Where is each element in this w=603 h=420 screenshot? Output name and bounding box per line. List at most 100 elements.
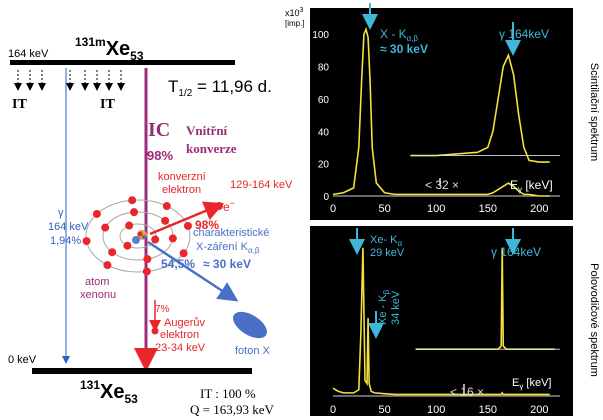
atom-electron [92, 209, 101, 218]
x-tick-label: 50 [378, 203, 390, 215]
semi-side-label: Polovodičové spektrum [588, 263, 600, 377]
y-unit: [imp.] [285, 19, 305, 28]
atom-electron [128, 196, 137, 205]
scint-peak2-label: γ 164keV [499, 27, 549, 41]
photon-label: foton X [235, 345, 271, 357]
y-tick-label: 80 [318, 63, 330, 74]
semi-zoom-label: < 16 × [450, 385, 484, 399]
semi-peak3-label: γ 164keV [491, 245, 541, 259]
atom-electron [179, 249, 188, 258]
scintillation-y-ticks: 0 20 40 60 80 100 [312, 30, 329, 203]
scint-x-label: Eγ [keV] [510, 178, 553, 194]
q-value: Q = 163,93 keV [190, 402, 274, 417]
internal-conversion-line1: Vnitřní [186, 123, 228, 138]
scintillation-x-ticks: 0 50 100 150 200 [330, 203, 549, 215]
ground-level-energy: 0 keV [8, 354, 37, 366]
half-life: T1/2 = 11,96 d. [168, 77, 272, 99]
semi-peak1-line1: Xe- Kα [370, 234, 403, 248]
x-tick-label: 50 [378, 404, 390, 416]
scint-peak1-line2: ≈ 30 keV [380, 42, 428, 56]
atom-electron [125, 221, 134, 230]
atom-electron [103, 261, 112, 270]
y-tick-label: 60 [318, 95, 330, 106]
atom-electron [142, 267, 151, 276]
x-tick-label: 150 [479, 404, 497, 416]
nucleus-icon [132, 230, 147, 244]
decay-scheme: 164 keV 131mXe53 IT IT T1/2 = 11,96 d. γ… [8, 35, 293, 417]
auger-energy: 23-34 keV [155, 342, 206, 354]
semi-peak2-line1: Xe - Kβ [377, 289, 391, 325]
atom-electron [168, 234, 177, 243]
spectrum-series-1 [332, 26, 550, 197]
atom-electron [151, 235, 160, 244]
it-label-left: IT [12, 97, 27, 112]
semiconductor-panel [310, 226, 573, 416]
y-tick-label: 0 [323, 192, 329, 203]
it-transition-arrows [14, 70, 125, 91]
spectrum-series-2 [410, 52, 550, 163]
xray-photon-icon [233, 311, 267, 339]
gamma-percent: 1,94% [50, 235, 81, 247]
metastable-level-line [10, 60, 235, 65]
x-tick-label: 150 [479, 203, 497, 215]
atom-electrons [82, 196, 192, 276]
semiconductor-x-ticks: 0 50 100 150 200 [330, 404, 549, 416]
atom-label-line2: xenonu [80, 289, 116, 301]
top-level-energy: 164 keV [8, 48, 49, 60]
y-tick-label: 20 [318, 160, 330, 171]
auger-percent: 7% [155, 304, 170, 315]
xray-line2: X-záření Kα,β [196, 241, 260, 255]
gamma-symbol: γ [58, 207, 64, 219]
ic-label: IC [148, 119, 170, 141]
xray-arrow [147, 240, 239, 302]
internal-conversion-line2: konverze [186, 141, 237, 156]
atom-electron [130, 208, 139, 217]
atom-label-line1: atom [85, 276, 109, 288]
auger-electron-icon [151, 327, 159, 335]
conversion-electron-line2: elektron [162, 184, 201, 196]
scint-peak1-line1: X - Kα,β [380, 27, 419, 43]
ground-level-line [32, 368, 252, 374]
conversion-electron-percent: 98% [195, 218, 219, 232]
x-tick-label: 200 [530, 404, 548, 416]
atom-electron [161, 216, 170, 225]
x-tick-label: 0 [330, 404, 336, 416]
x-tick-label: 200 [530, 203, 548, 215]
semi-peak1-line2: 29 keV [370, 247, 405, 259]
scint-side-label: Scintilační spektrum [588, 63, 600, 161]
atom-electron [143, 255, 152, 264]
atom-electron [123, 241, 132, 250]
atom-electron [183, 221, 192, 230]
it-total: IT : 100 % [200, 386, 256, 401]
conversion-electron-energy: 129-164 keV [230, 179, 293, 191]
ic-percent: 98% [147, 148, 173, 163]
semiconductor-curves [332, 247, 560, 397]
auger-line1: Augerův [164, 317, 205, 329]
conversion-electron-line1: konverzní [158, 171, 206, 183]
semi-x-label: Eγ [keV] [512, 377, 551, 391]
atom-electron [101, 223, 110, 232]
auger-line2: elektron [160, 329, 199, 341]
x-tick-label: 100 [427, 404, 445, 416]
spectrum-series-1 [332, 247, 550, 396]
conversion-electron-icon [215, 202, 223, 210]
xray-line1: charakteristické [193, 227, 269, 239]
scintillation-curves [332, 26, 560, 197]
y-tick-label: 100 [312, 30, 329, 41]
y-tick-label: 40 [318, 127, 330, 138]
scint-zoom-label: < 32 × [425, 178, 459, 192]
xray-energy: ≈ 30 keV [203, 257, 251, 271]
semi-peak2-line2: 34 keV [390, 290, 402, 325]
conversion-electron-arrow [149, 201, 225, 236]
it-label-right: IT [100, 97, 115, 112]
xray-percent: 54,5% [161, 257, 195, 271]
scintillation-spectrum: x103 [imp.] 0 20 40 60 80 100 0 50 100 150 200 X … [285, 3, 600, 220]
x-tick-label: 0 [330, 203, 336, 215]
gamma-energy: 164 keV [48, 221, 89, 233]
atom-electron [108, 248, 117, 257]
parent-nuclide: 131mXe53 [75, 35, 144, 63]
atom-electron [82, 237, 91, 246]
electron-symbol: e− [223, 198, 235, 214]
semiconductor-spectrum: 0 50 100 150 200 Xe- Kα 29 keV Xe - Kβ 34 ke… [310, 226, 600, 416]
